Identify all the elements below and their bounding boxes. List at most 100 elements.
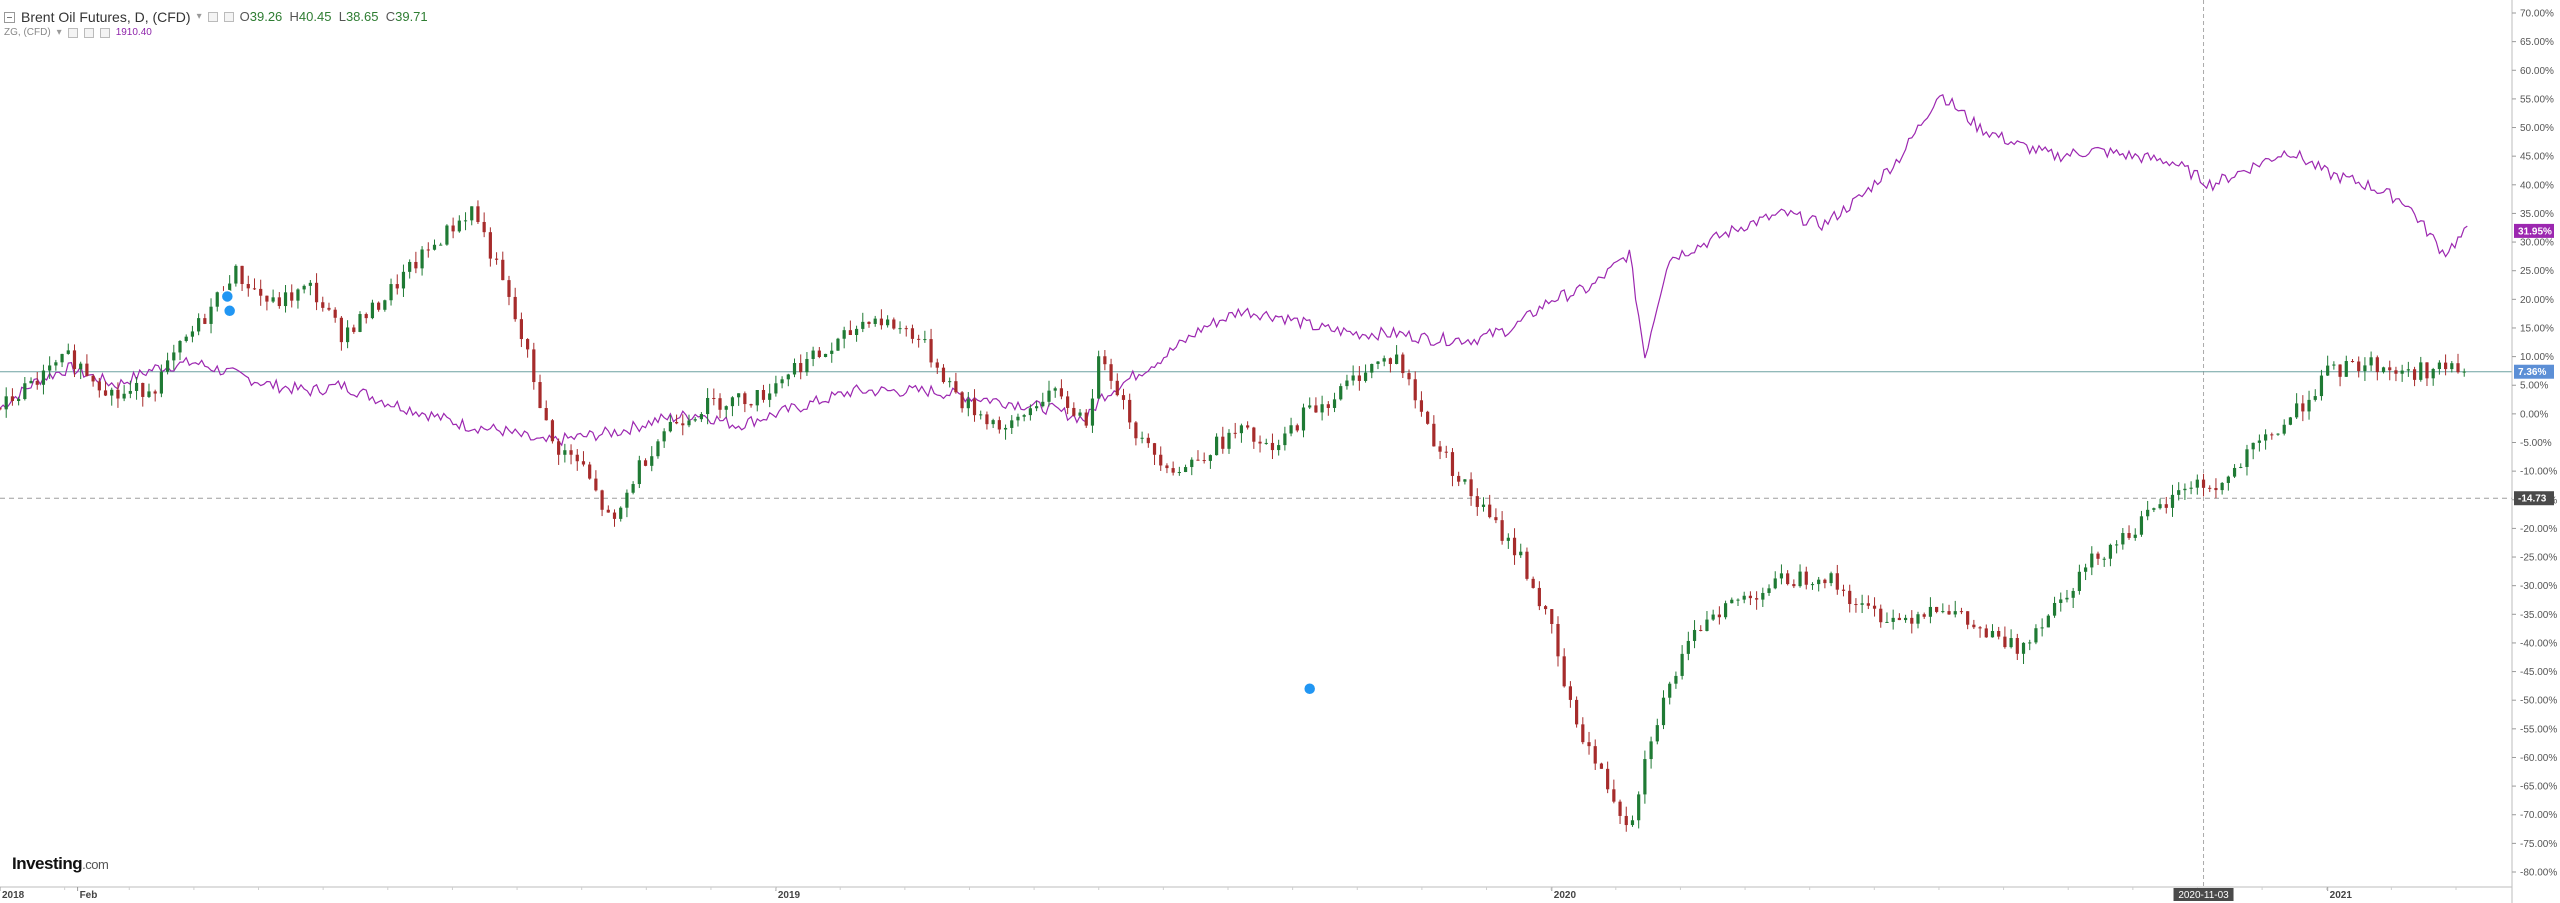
candle-body <box>637 460 641 485</box>
candle-body <box>1022 415 1026 417</box>
candle-body <box>1016 416 1020 421</box>
candle-body <box>277 297 281 307</box>
candle-body <box>1028 408 1032 416</box>
candle-body <box>569 450 573 455</box>
price-badge <box>2514 491 2554 506</box>
candle-body <box>917 338 921 340</box>
candle-body <box>960 392 964 409</box>
close-icon[interactable] <box>99 28 110 38</box>
candle-body <box>1630 820 1635 826</box>
candle-body <box>2344 361 2348 377</box>
candle-body <box>321 302 325 308</box>
candle-body <box>352 327 356 332</box>
y-tick-label: -60.00% <box>2520 753 2557 764</box>
candle-body <box>1308 405 1312 408</box>
candle-body <box>203 318 207 324</box>
candle-body <box>774 383 778 394</box>
candle-body <box>2431 369 2435 379</box>
x-tick-label: 2021 <box>2330 890 2353 901</box>
candle-body <box>1450 452 1455 476</box>
y-tick-label: -65.00% <box>2520 782 2557 793</box>
candle-body <box>1003 427 1008 430</box>
candle-body <box>867 321 871 324</box>
candle-body <box>1494 517 1498 521</box>
candle-body <box>103 390 108 396</box>
candle-body <box>1339 386 1343 400</box>
candle-body <box>0 408 2 410</box>
x-axis[interactable]: 2018 Feb 2019 2020 2021 2020-11-03 <box>0 886 2512 901</box>
candle-body <box>1928 606 1933 617</box>
y-tick-label: -35.00% <box>2520 610 2557 621</box>
x-tick-label: 2018 <box>2 890 25 901</box>
candle-body <box>2338 364 2342 377</box>
candle-body <box>2170 494 2175 508</box>
chevron-down-icon[interactable]: ▾ <box>196 11 202 22</box>
candle-body <box>979 414 983 416</box>
candle-body <box>302 285 306 290</box>
candle-body <box>755 389 759 406</box>
candle-body <box>345 327 350 343</box>
candle-body <box>1848 590 1852 605</box>
candle-body <box>879 318 884 326</box>
candle-body <box>532 349 536 383</box>
candle-body <box>2208 487 2212 489</box>
candle-body <box>1599 763 1604 769</box>
candle-body <box>507 280 511 297</box>
y-tick-label: 60.00% <box>2520 66 2554 77</box>
candle-body <box>1053 388 1057 391</box>
candle-body <box>408 261 412 272</box>
y-tick-label: 5.00% <box>2520 381 2548 392</box>
candle-body <box>327 307 331 310</box>
chevron-down-icon[interactable]: ▾ <box>56 27 62 38</box>
eye-icon[interactable] <box>67 28 78 38</box>
candle-body <box>2152 508 2156 510</box>
settings-icon[interactable] <box>207 12 218 22</box>
candle-body <box>2462 371 2466 373</box>
candle-body <box>854 328 859 335</box>
candle-body <box>631 484 635 493</box>
candle-body <box>2412 369 2417 380</box>
high-value: 40.45 <box>298 9 332 24</box>
candle-body <box>923 339 927 341</box>
candle-body <box>1779 573 1784 579</box>
candle-body <box>66 350 70 354</box>
candle-body <box>1575 699 1579 725</box>
candle-body <box>1984 628 1988 638</box>
candle-body <box>463 220 468 222</box>
candle-body <box>1668 683 1672 698</box>
candle-body <box>451 225 455 232</box>
candle-body <box>1078 412 1082 416</box>
candle-body <box>581 461 586 465</box>
candle-body <box>426 249 430 251</box>
candle-body <box>1326 404 1330 408</box>
candle-body <box>2071 590 2075 598</box>
candle-body <box>97 381 101 391</box>
candle-body <box>1543 606 1548 610</box>
collapse-icon[interactable] <box>4 11 15 23</box>
candle-body <box>10 396 15 401</box>
candle-body <box>1916 614 1920 624</box>
candle-body <box>935 362 939 368</box>
candle-body <box>2394 370 2398 374</box>
candle-body <box>1196 459 1200 461</box>
candle-body <box>1264 442 1268 444</box>
candle-body <box>1128 399 1132 423</box>
y-tick-label: -50.00% <box>2520 696 2557 707</box>
close-icon[interactable] <box>223 12 234 22</box>
candle-body <box>2090 553 2094 568</box>
y-tick-label: -70.00% <box>2520 810 2557 821</box>
candle-body <box>2239 466 2243 468</box>
candle-body <box>892 319 896 329</box>
candle-body <box>1301 407 1306 431</box>
candle-body <box>1755 598 1759 600</box>
candle-body <box>681 423 685 426</box>
candle-body <box>898 328 902 330</box>
candle-body <box>1246 425 1250 428</box>
marker-dot <box>220 289 235 304</box>
settings-icon[interactable] <box>83 28 94 38</box>
investing-logo: Investing.com <box>12 854 109 874</box>
y-axis[interactable]: 70.00% 65.00% 60.00% 55.00% 50.00% 45.00% 40.0… <box>2511 0 2557 903</box>
candle-body <box>2183 488 2187 491</box>
candle-body <box>476 206 480 222</box>
